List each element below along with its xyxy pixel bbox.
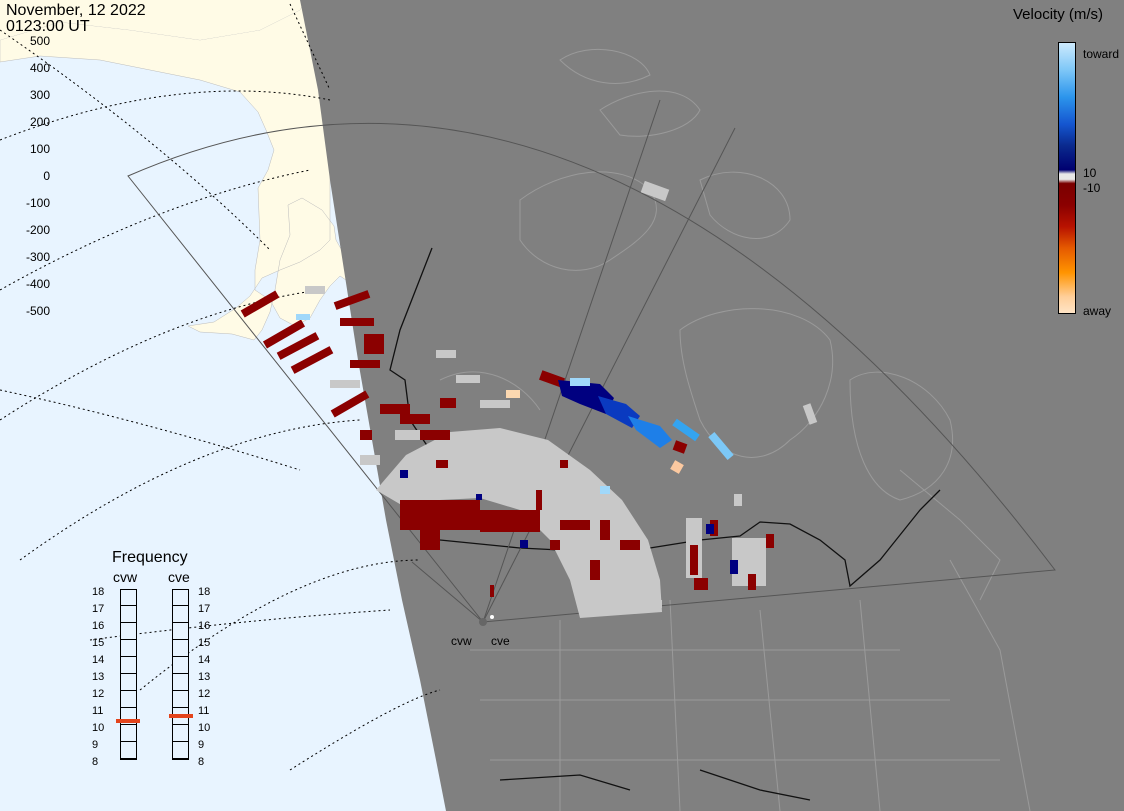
frequency-gridline: [120, 622, 137, 623]
left-freq-tick: 14: [92, 654, 105, 666]
left-freq-tick: 8: [92, 756, 99, 768]
frequency-gridline: [120, 741, 137, 742]
left-freq-tick: 11: [92, 705, 104, 717]
frequency-title: Frequency: [112, 549, 188, 566]
left-freq-tick: 17: [92, 603, 105, 615]
fov-outline: [127, 99, 1056, 623]
right-freq-tick: 11: [198, 705, 210, 717]
left-freq-tick: 12: [92, 688, 105, 700]
right-freq-tick: 14: [198, 654, 211, 666]
right-freq-tick: 12: [198, 688, 211, 700]
frequency-gridline: [172, 622, 189, 623]
frequency-gridline: [172, 707, 189, 708]
right-freq-tick: 10: [198, 722, 211, 734]
cve-column-label: cve: [168, 569, 190, 585]
frequency-gridline: [172, 690, 189, 691]
velocity-colorbar: [1058, 42, 1076, 314]
frequency-gridline: [120, 690, 137, 691]
radar-sites: [479, 615, 494, 626]
frequency-gridline: [172, 758, 189, 759]
frequency-gridline: [172, 724, 189, 725]
iono-scatter-toward: [296, 314, 738, 574]
right-freq-tick: 8: [198, 756, 205, 768]
away-label: away: [1083, 304, 1112, 318]
colorbar-tick: 200: [29, 115, 50, 129]
left-freq-tick: 13: [92, 671, 105, 683]
right-freq-tick: 9: [198, 739, 205, 751]
cvw-frequency-marker: [116, 718, 140, 723]
cvw-column-label: cvw: [113, 569, 138, 585]
colorbar-tick: -10: [1083, 181, 1101, 195]
colorbar-tick: -500: [25, 304, 50, 318]
cve-frequency-scale: [172, 589, 189, 760]
colorbar-tick: -300: [25, 250, 50, 264]
left-freq-tick: 10: [92, 722, 105, 734]
left-freq-tick: 15: [92, 637, 105, 649]
frequency-gridline: [120, 605, 137, 606]
night-shading: [300, 0, 1124, 811]
time-label: 0123:00 UT: [6, 18, 90, 35]
left-freq-tick: 16: [92, 620, 105, 632]
colorbar-tick: 0: [43, 169, 50, 183]
right-freq-tick: 15: [198, 637, 211, 649]
right-freq-tick: 18: [198, 586, 211, 598]
frequency-gridline: [172, 673, 189, 674]
colorbar-tick: 100: [29, 142, 50, 156]
colorbar-tick: -200: [25, 223, 50, 237]
right-freq-tick: 17: [198, 603, 211, 615]
colorbar-tick: -100: [25, 196, 50, 210]
left-freq-tick: 18: [92, 586, 105, 598]
frequency-gridline: [120, 656, 137, 657]
frequency-gridline: [172, 741, 189, 742]
site-label-cve: cve: [491, 634, 510, 648]
date-label: November, 12 2022: [6, 2, 146, 19]
left-freq-tick: 9: [92, 739, 99, 751]
frequency-gridline: [120, 639, 137, 640]
frequency-gridline: [120, 724, 137, 725]
frequency-gridline: [120, 758, 137, 759]
colorbar-tick: -400: [25, 277, 50, 291]
cve-frequency-marker: [169, 714, 193, 719]
frequency-gridline: [120, 707, 137, 708]
frequency-gridline: [172, 639, 189, 640]
colorbar-tick: 400: [29, 61, 50, 75]
site-label-cvw: cvw: [451, 634, 472, 648]
right-freq-tick: 13: [198, 671, 211, 683]
coastlines: [439, 48, 1031, 811]
colorbar-tick: 10: [1083, 166, 1097, 180]
colorbar-title: Velocity (m/s): [1013, 6, 1104, 23]
right-freq-tick: 16: [198, 620, 211, 632]
frequency-gridline: [172, 656, 189, 657]
colorbar-tick: 500: [29, 34, 50, 48]
alaska-land: [0, 0, 353, 341]
frequency-gridline: [120, 673, 137, 674]
colorbar-tick: 300: [29, 88, 50, 102]
frequency-gridline: [172, 605, 189, 606]
toward-label: toward: [1083, 47, 1120, 61]
iono-scatter-away: [240, 290, 774, 597]
cvw-frequency-scale: [120, 589, 137, 760]
